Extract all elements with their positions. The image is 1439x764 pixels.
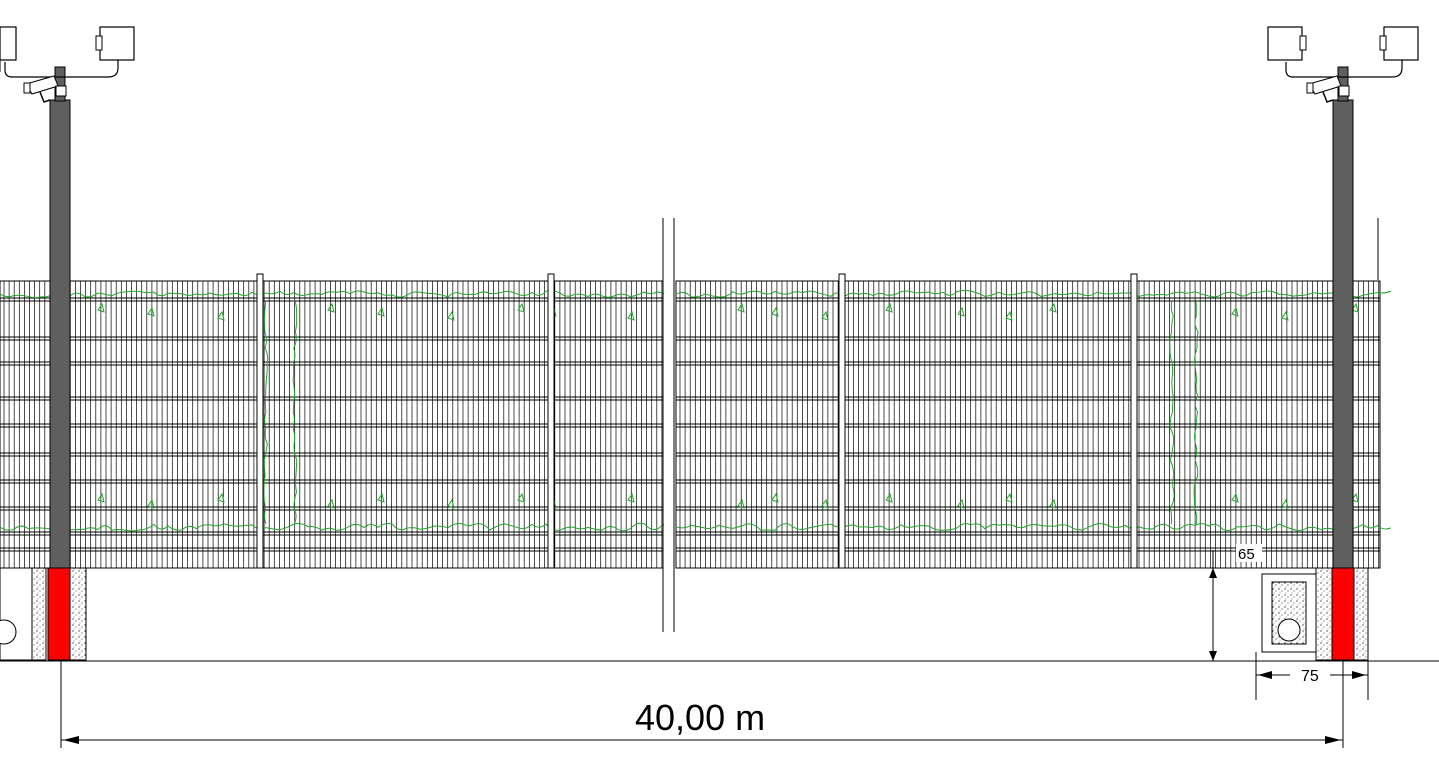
leaf: [378, 494, 384, 502]
break-lines: [663, 218, 674, 632]
vegetation-strand: [1170, 300, 1174, 524]
floodlight-icon: [1384, 27, 1418, 60]
total-span-dimension: 40,00 m: [61, 661, 1343, 748]
clearance-dimension: 65: [1205, 544, 1262, 661]
intermediate-post: [1131, 274, 1137, 568]
leaf: [328, 304, 334, 312]
foundation-width-label: 75: [1301, 668, 1319, 685]
leaf: [1050, 304, 1056, 312]
mesh-panel-frame: [0, 281, 663, 568]
leaf: [1006, 312, 1012, 320]
floodlight-icon: [0, 27, 16, 60]
leaf: [958, 308, 964, 316]
mesh-vertical-wires: [4, 281, 662, 568]
leaf: [1232, 308, 1238, 316]
leaf: [378, 308, 384, 316]
vegetation-strand: [1194, 300, 1198, 524]
vegetation-strand: [264, 300, 268, 524]
leaf: [1006, 494, 1012, 502]
left-camera-mast: [0, 27, 134, 568]
main-post: [50, 100, 70, 568]
intermediate-post: [548, 274, 554, 568]
intermediate-post: [257, 274, 263, 568]
post-footing: [48, 568, 70, 660]
post-footing: [1332, 568, 1354, 660]
leaf: [1232, 494, 1238, 502]
intermediate-post: [839, 274, 845, 568]
left-foundation: [0, 568, 86, 660]
right-foundation: [1262, 568, 1368, 660]
total-span-label: 40,00 m: [635, 697, 765, 738]
mesh-horizontal-wires: [0, 298, 663, 551]
leaf: [148, 308, 154, 316]
mesh-horizontal-wires: [676, 298, 1380, 551]
floodlight-icon: [100, 27, 134, 60]
manhole-icon: [1278, 619, 1300, 641]
right-camera-mast: [1268, 27, 1418, 568]
clearance-label: 65: [1238, 546, 1255, 563]
floodlight-icon: [1268, 27, 1302, 60]
main-post: [1333, 100, 1353, 568]
vegetation-line: [677, 291, 1391, 298]
vegetation-line: [677, 524, 1391, 532]
